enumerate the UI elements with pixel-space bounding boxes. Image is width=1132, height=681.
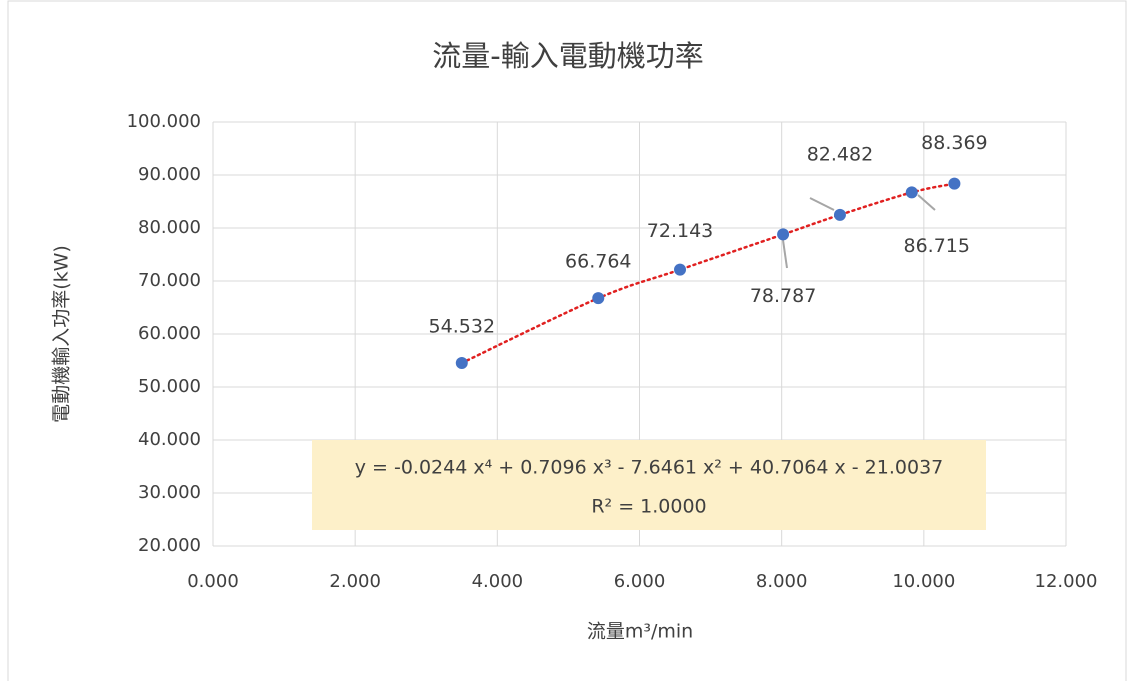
x-tick-label: 12.000 xyxy=(1035,571,1098,592)
y-tick-label: 100.000 xyxy=(127,111,201,132)
chart-frame xyxy=(7,0,1127,681)
data-label: 66.764 xyxy=(565,251,631,273)
y-tick-label: 50.000 xyxy=(138,376,201,397)
data-point xyxy=(833,208,846,221)
data-label: 72.143 xyxy=(647,220,713,242)
data-label: 82.482 xyxy=(807,143,873,165)
x-tick-label: 10.000 xyxy=(892,571,955,592)
x-tick-label: 6.000 xyxy=(614,571,666,592)
x-tick-label: 4.000 xyxy=(472,571,524,592)
chart-title: 流量-輸入電動機功率 xyxy=(432,39,703,73)
equation-box xyxy=(312,440,986,530)
y-tick-label: 90.000 xyxy=(138,164,201,185)
y-tick-label: 40.000 xyxy=(138,429,201,450)
data-point xyxy=(905,186,918,199)
data-label: 88.369 xyxy=(921,132,987,154)
trendline-equation: y = -0.0244 x⁴ + 0.7096 x³ - 7.6461 x² +… xyxy=(355,457,944,479)
leader-line xyxy=(809,197,835,211)
x-tick-label: 0.000 xyxy=(187,571,239,592)
x-axis-title: 流量m³/min xyxy=(587,621,693,643)
y-tick-label: 30.000 xyxy=(138,482,201,503)
trendline-r-squared: R² = 1.0000 xyxy=(591,496,706,518)
leader-line xyxy=(917,194,936,211)
data-point xyxy=(455,356,468,369)
data-point xyxy=(592,292,605,305)
y-tick-label: 80.000 xyxy=(138,217,201,238)
y-axis-title: 電動機輸入功率(kW) xyxy=(51,245,73,423)
data-label: 54.532 xyxy=(429,315,495,337)
y-tick-label: 70.000 xyxy=(138,270,201,291)
y-tick-label: 20.000 xyxy=(138,535,201,556)
data-label: 78.787 xyxy=(750,285,816,307)
data-point xyxy=(674,263,687,276)
data-label: 86.715 xyxy=(904,235,970,257)
data-point xyxy=(777,228,790,241)
y-tick-label: 60.000 xyxy=(138,323,201,344)
leader-line xyxy=(782,239,788,269)
x-tick-label: 8.000 xyxy=(756,571,808,592)
data-point xyxy=(948,177,961,190)
x-tick-label: 2.000 xyxy=(329,571,381,592)
